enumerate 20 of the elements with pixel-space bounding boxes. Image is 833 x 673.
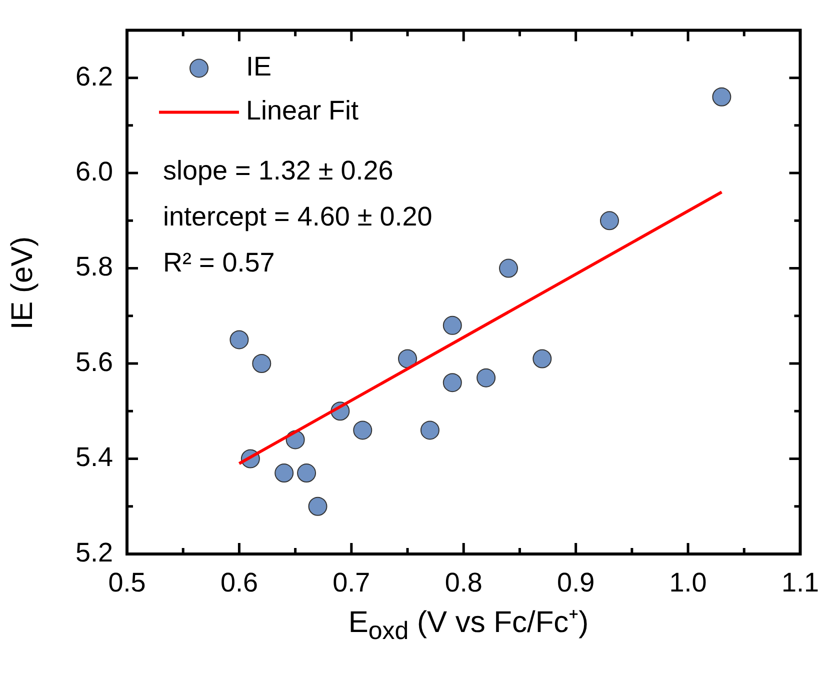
y-axis-title: IE (eV) [6,236,40,330]
y-tick-label: 6.2 [75,61,113,92]
x-tick-label: 0.9 [557,568,595,598]
y-tick-label: 5.6 [75,346,113,377]
x-tick-label: 0.8 [444,568,482,598]
x-tick-label: 1.0 [669,568,707,598]
x-axis-title: E$_{oxd}$ (V vs Fc/Fc⁺) [347,605,590,646]
annotation: slope = 1.32 ± 0.26 [163,156,394,186]
x-tick-label: 0.5 [108,568,146,598]
annotation: R² = 0.57 [163,248,275,278]
legend-label: IE [246,52,272,82]
x-tick-label: 0.6 [220,568,258,598]
y-tick-label: 5.8 [75,252,113,282]
x-tick-label: 0.7 [332,568,370,598]
y-tick-label: 5.4 [75,442,113,472]
annotation: intercept = 4.60 ± 0.20 [163,202,432,232]
x-tick-label: 1.1 [781,568,820,598]
legend-label: Linear Fit [246,96,360,126]
y-tick-label: 6.0 [75,156,113,187]
y-tick-label: 5.2 [75,537,113,568]
